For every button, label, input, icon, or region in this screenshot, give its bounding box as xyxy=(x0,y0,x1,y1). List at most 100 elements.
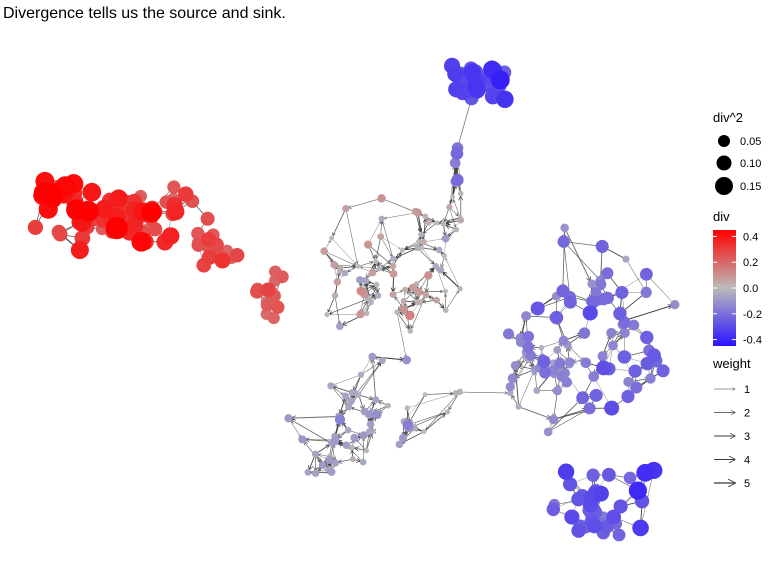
graph-node xyxy=(539,366,552,379)
graph-node xyxy=(284,414,293,423)
graph-node xyxy=(636,463,655,482)
graph-node xyxy=(467,78,485,96)
graph-node xyxy=(359,431,368,440)
graph-node xyxy=(349,444,355,451)
graph-edge xyxy=(372,356,403,360)
edge-layer xyxy=(36,66,675,536)
graph-node xyxy=(437,266,445,274)
graph-node xyxy=(522,341,535,353)
graph-edge xyxy=(411,411,448,424)
graph-edge xyxy=(367,221,380,245)
graph-node xyxy=(355,263,361,269)
graph-edge xyxy=(382,222,394,259)
graph-node xyxy=(416,238,422,244)
graph-node xyxy=(367,299,374,306)
graph-edge xyxy=(449,207,455,227)
graph-node xyxy=(275,270,289,284)
graph-node xyxy=(271,300,285,314)
graph-node xyxy=(311,450,319,458)
graph-edge xyxy=(518,406,551,419)
graph-edge xyxy=(396,247,418,258)
graph-node xyxy=(628,319,640,331)
graph-node xyxy=(414,287,423,296)
graph-node xyxy=(537,355,551,369)
graph-edge xyxy=(414,411,448,427)
graph-node xyxy=(448,81,465,98)
graph-node xyxy=(70,241,89,260)
graph-node xyxy=(564,357,575,368)
graph-edge xyxy=(380,236,392,257)
graph-node xyxy=(148,222,163,237)
graph-node xyxy=(595,279,607,291)
graph-node xyxy=(356,286,366,296)
graph-node xyxy=(640,286,652,299)
graph-edge xyxy=(385,212,419,219)
graph-node xyxy=(267,311,280,325)
graph-node xyxy=(435,246,443,254)
graph-edge xyxy=(324,250,355,265)
graph-node xyxy=(372,410,382,420)
graph-node xyxy=(334,414,346,425)
graph-node xyxy=(348,389,356,396)
graph-node xyxy=(77,200,99,222)
graph-node xyxy=(670,300,680,310)
graph-node xyxy=(543,427,553,437)
graph-edge xyxy=(330,298,369,314)
graph-edge xyxy=(423,239,443,243)
graph-edge xyxy=(417,247,434,264)
graph-node xyxy=(400,297,408,305)
graph-node xyxy=(341,269,349,277)
graph-node xyxy=(407,328,414,334)
graph-node xyxy=(372,396,380,404)
graph-node xyxy=(385,402,391,409)
graph-node xyxy=(166,202,185,221)
graph-node xyxy=(260,282,276,298)
graph-node xyxy=(378,357,386,365)
graph-node xyxy=(357,371,365,379)
graph-node xyxy=(402,419,414,431)
graph-node xyxy=(490,70,510,90)
graph-node xyxy=(363,310,370,317)
graph-node xyxy=(457,190,464,197)
graph-node xyxy=(604,400,620,416)
graph-node xyxy=(342,204,350,213)
graph-node xyxy=(595,239,609,253)
graph-node xyxy=(563,295,577,309)
graph-node xyxy=(260,298,274,312)
graph-node xyxy=(505,382,515,392)
graph-edge xyxy=(357,266,376,268)
graph-node xyxy=(42,183,64,205)
graph-edge xyxy=(360,362,380,376)
graph-node xyxy=(628,481,647,500)
graph-node xyxy=(414,208,423,217)
graph-node xyxy=(368,352,377,361)
graph-node xyxy=(389,291,397,299)
graph-node xyxy=(389,269,398,278)
graph-node xyxy=(311,469,320,478)
graph-node xyxy=(589,388,603,402)
graph-node xyxy=(597,351,608,362)
graph-edge xyxy=(333,208,347,236)
graph-node xyxy=(556,284,570,298)
graph-edge xyxy=(443,272,461,289)
graph-node xyxy=(298,435,307,444)
graph-node xyxy=(606,509,622,525)
graph-edge xyxy=(564,227,591,281)
graph-edge xyxy=(566,244,601,281)
graph-node xyxy=(456,388,463,396)
graph-node xyxy=(399,247,406,253)
graph-edge xyxy=(407,394,452,409)
graph-node xyxy=(345,403,353,411)
graph-node xyxy=(562,477,578,492)
graph-node xyxy=(623,376,634,387)
graph-node xyxy=(533,387,541,395)
graph-edge xyxy=(381,198,416,211)
plot-title: Divergence tells us the source and sink. xyxy=(3,5,286,22)
graph-node xyxy=(592,485,609,502)
graph-node xyxy=(608,340,618,351)
graph-node xyxy=(331,435,340,444)
graph-node xyxy=(571,492,586,507)
graph-node xyxy=(606,327,617,339)
graph-node xyxy=(576,391,590,405)
graph-node xyxy=(424,271,433,280)
